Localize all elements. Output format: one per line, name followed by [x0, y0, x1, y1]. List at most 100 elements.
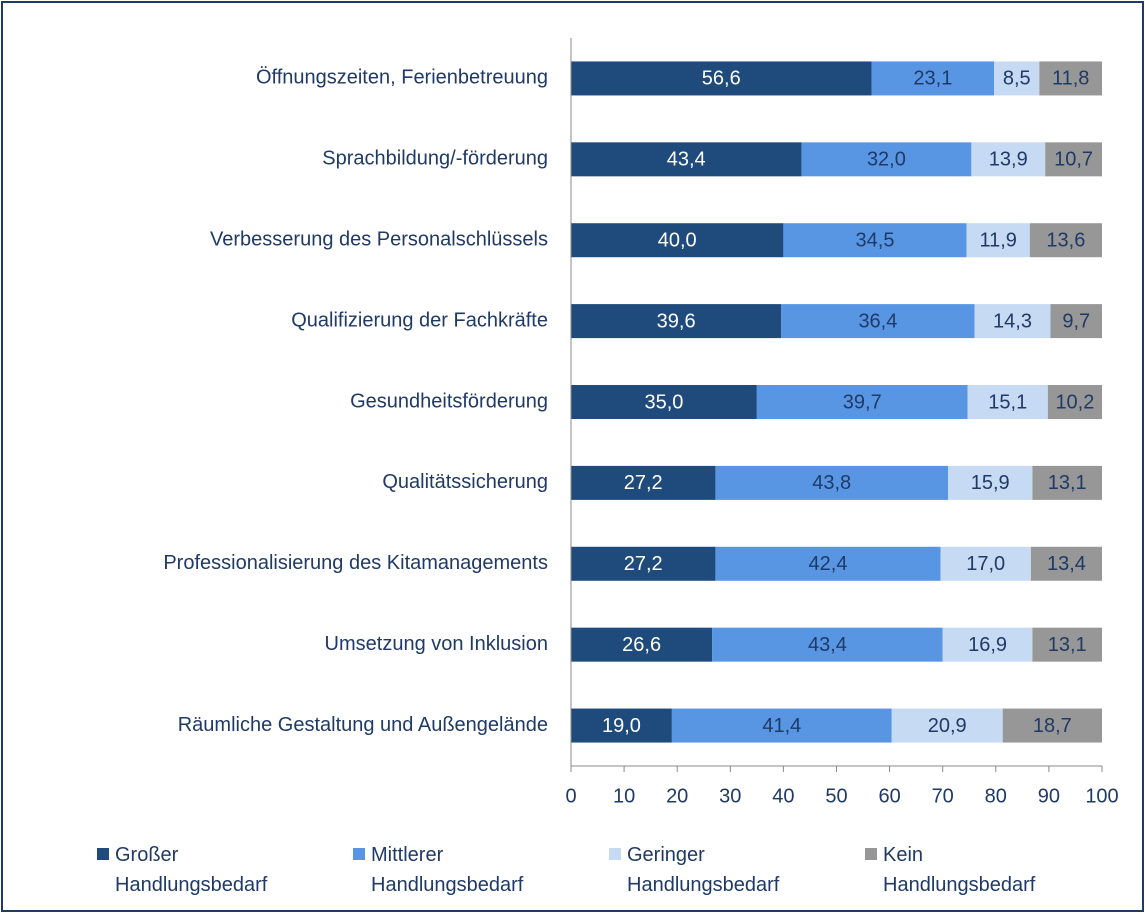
x-tick-label: 30 [719, 785, 741, 807]
bar-segment [571, 304, 782, 339]
bar-segment [1002, 708, 1102, 743]
legend-swatch [353, 848, 365, 860]
bar-segment [891, 708, 1003, 743]
bar-segment [781, 304, 975, 339]
value-label: 10,7 [1054, 149, 1093, 171]
bar-segment [715, 465, 949, 500]
x-tick-label: 80 [985, 785, 1007, 807]
x-tick-label: 40 [772, 785, 794, 807]
bar-segment [948, 465, 1033, 500]
value-label: 40,0 [658, 230, 697, 252]
value-label: 16,9 [968, 634, 1007, 656]
legend-label: Geringer Handlungsbedarf [627, 844, 780, 896]
bar-segment [1032, 627, 1102, 662]
category-label: Professionalisierung des Kitamanagements [163, 552, 548, 574]
value-label: 13,6 [1046, 230, 1085, 252]
bar-segment [571, 708, 672, 743]
legend-swatch [97, 848, 109, 860]
value-label: 43,4 [667, 149, 706, 171]
value-label: 13,1 [1048, 472, 1087, 494]
value-label: 13,4 [1047, 553, 1086, 575]
legend-label: Großer Handlungsbedarf [115, 844, 268, 896]
value-label: 56,6 [702, 68, 741, 90]
value-label: 15,1 [988, 391, 1027, 413]
category-label: Öffnungszeiten, Ferienbetreuung [256, 67, 548, 89]
bar-segment [1029, 223, 1102, 258]
bar-segment [712, 627, 943, 662]
bar-segment [756, 385, 968, 419]
x-tick-label: 10 [613, 785, 635, 807]
value-label: 42,4 [809, 553, 848, 575]
value-label: 9,7 [1062, 310, 1090, 332]
value-label: 8,5 [1003, 68, 1031, 90]
value-label: 41,4 [762, 715, 801, 737]
value-label: 19,0 [602, 715, 641, 737]
bar-segment [571, 61, 872, 96]
bar-segment [571, 546, 716, 581]
x-tick-label: 50 [825, 785, 847, 807]
value-label: 27,2 [624, 553, 663, 575]
x-tick-label: 90 [1038, 785, 1060, 807]
bar-segment [571, 385, 757, 419]
x-tick-label: 20 [666, 785, 688, 807]
value-label: 23,1 [913, 68, 952, 90]
bar-segment [967, 385, 1048, 419]
bar-segment [994, 61, 1040, 96]
legend-swatch [609, 848, 621, 860]
bar-segment [942, 627, 1033, 662]
x-tick-label: 0 [565, 785, 576, 807]
bar-segment [940, 546, 1031, 581]
bar-segment [783, 223, 967, 258]
bar-segment [871, 61, 995, 96]
bar-segment [801, 142, 972, 177]
value-label: 11,8 [1052, 68, 1089, 90]
value-label: 26,6 [622, 634, 661, 656]
bar-segment [671, 708, 892, 743]
value-label: 27,2 [624, 472, 663, 494]
bar-segment [1047, 385, 1102, 419]
bar-segment [571, 627, 713, 662]
category-label: Umsetzung von Inklusion [325, 633, 548, 655]
value-label: 32,0 [867, 149, 906, 171]
bar-segment [571, 223, 784, 258]
category-label: Qualitätssicherung [382, 471, 548, 493]
x-tick-label: 70 [932, 785, 954, 807]
value-label: 14,3 [993, 310, 1032, 332]
value-label: 39,7 [843, 391, 882, 413]
value-label: 15,9 [971, 472, 1010, 494]
category-label: Verbesserung des Personalschlüssels [210, 229, 548, 251]
value-label: 13,1 [1048, 634, 1087, 656]
value-label: 34,5 [856, 230, 895, 252]
bar-segment [1045, 142, 1102, 177]
value-label: 36,4 [858, 310, 897, 332]
value-label: 10,2 [1055, 391, 1094, 413]
value-label: 17,0 [966, 553, 1005, 575]
category-label: Sprachbildung/-förderung [322, 148, 548, 170]
bar-segment [571, 465, 716, 500]
legend-swatch [865, 848, 877, 860]
category-label: Qualifizierung der Fachkräfte [291, 309, 548, 331]
value-label: 11,9 [979, 230, 1016, 252]
bar-segment [1032, 465, 1102, 500]
value-label: 20,9 [928, 715, 967, 737]
legend-label: Kein Handlungsbedarf [883, 844, 1036, 896]
value-label: 39,6 [657, 310, 696, 332]
category-label: Räumliche Gestaltung und Außengelände [178, 714, 548, 736]
value-label: 35,0 [644, 391, 683, 413]
x-tick-label: 100 [1085, 785, 1118, 807]
category-label: Gesundheitsförderung [350, 390, 548, 412]
bar-segment [1039, 61, 1102, 96]
value-label: 43,8 [812, 472, 851, 494]
bar-segment [1050, 304, 1102, 339]
value-label: 18,7 [1033, 715, 1072, 737]
bar-segment [974, 304, 1051, 339]
value-label: 13,9 [989, 149, 1028, 171]
legend-label: Mittlerer Handlungsbedarf [371, 844, 524, 896]
bar-segment [971, 142, 1046, 177]
bar-segment [966, 223, 1030, 258]
bar-segment [571, 142, 802, 177]
x-tick-label: 60 [878, 785, 900, 807]
